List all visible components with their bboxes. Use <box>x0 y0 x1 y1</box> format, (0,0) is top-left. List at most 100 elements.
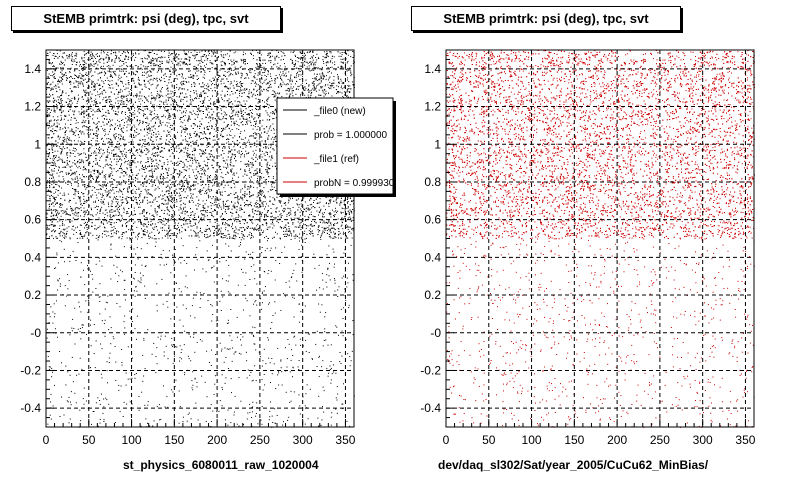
data-point <box>189 315 191 317</box>
data-point <box>199 96 201 97</box>
data-point <box>65 213 67 215</box>
data-point <box>289 286 291 288</box>
data-point <box>127 124 129 126</box>
data-point <box>171 196 172 198</box>
data-point <box>329 365 331 367</box>
data-point <box>107 51 109 53</box>
data-point <box>188 81 190 83</box>
data-point <box>183 207 185 209</box>
data-point <box>180 142 182 144</box>
data-point <box>87 299 89 301</box>
data-point <box>114 346 116 347</box>
data-point <box>98 173 100 175</box>
data-point <box>121 271 123 273</box>
data-point <box>184 58 186 60</box>
data-point <box>317 425 319 427</box>
data-point <box>327 375 329 377</box>
data-point <box>281 74 283 76</box>
data-point <box>73 140 75 142</box>
data-point <box>233 353 235 355</box>
data-point <box>292 366 294 368</box>
data-point <box>46 145 48 147</box>
data-point <box>249 89 251 91</box>
data-point <box>260 93 262 95</box>
data-point <box>196 111 198 112</box>
data-point <box>305 350 307 352</box>
data-point <box>248 114 250 116</box>
data-point <box>351 228 353 230</box>
data-point <box>254 327 256 329</box>
data-point <box>300 229 302 230</box>
data-point <box>211 267 213 269</box>
data-point <box>274 279 276 281</box>
data-point <box>326 254 328 256</box>
data-point <box>199 111 201 113</box>
data-point <box>143 135 145 137</box>
data-point <box>152 98 154 99</box>
data-point <box>115 272 117 274</box>
data-point <box>327 84 329 86</box>
data-point <box>158 404 160 406</box>
data-point <box>129 239 131 241</box>
data-point <box>231 82 233 84</box>
data-point <box>125 62 127 63</box>
data-point <box>238 72 240 74</box>
data-point <box>226 171 228 173</box>
data-point <box>157 131 159 133</box>
data-point <box>138 206 139 208</box>
data-point <box>91 80 93 82</box>
data-point <box>53 76 55 78</box>
data-point <box>247 186 249 188</box>
data-point <box>202 268 204 270</box>
data-point <box>249 315 251 317</box>
data-point <box>261 293 263 295</box>
data-point <box>225 357 227 358</box>
data-point <box>178 226 180 228</box>
data-point <box>209 190 211 192</box>
data-point <box>98 192 100 194</box>
data-point <box>271 184 273 186</box>
data-point <box>238 245 240 247</box>
data-point <box>229 151 231 153</box>
data-point <box>83 89 85 91</box>
data-point <box>184 374 186 376</box>
data-point <box>61 396 62 398</box>
data-point <box>199 292 201 294</box>
data-point <box>146 199 148 201</box>
data-point <box>100 343 101 345</box>
data-point <box>57 212 59 214</box>
data-point <box>238 129 240 130</box>
data-point <box>116 89 118 91</box>
data-point <box>134 59 135 61</box>
data-point <box>206 156 208 158</box>
data-point <box>195 402 197 404</box>
data-point <box>223 121 225 123</box>
data-point <box>129 237 130 239</box>
data-point <box>241 268 242 270</box>
data-point <box>285 281 287 283</box>
data-point <box>347 237 349 239</box>
data-point <box>170 116 172 118</box>
data-point <box>232 347 234 349</box>
data-point <box>79 143 81 145</box>
data-point <box>247 412 249 414</box>
data-point <box>256 229 258 231</box>
data-point <box>344 288 346 290</box>
data-point <box>68 214 70 216</box>
data-point <box>345 58 347 60</box>
data-point <box>272 222 273 223</box>
data-point <box>67 401 69 403</box>
data-point <box>227 164 229 166</box>
data-point <box>143 81 145 82</box>
data-point <box>206 228 208 230</box>
data-point <box>103 118 105 119</box>
data-point <box>133 54 134 56</box>
data-point <box>193 183 195 185</box>
data-point <box>151 256 153 257</box>
data-point <box>57 280 59 282</box>
data-point <box>237 233 239 235</box>
data-point <box>168 50 170 52</box>
data-point <box>129 162 131 164</box>
data-point <box>171 202 173 204</box>
data-point <box>133 290 135 292</box>
